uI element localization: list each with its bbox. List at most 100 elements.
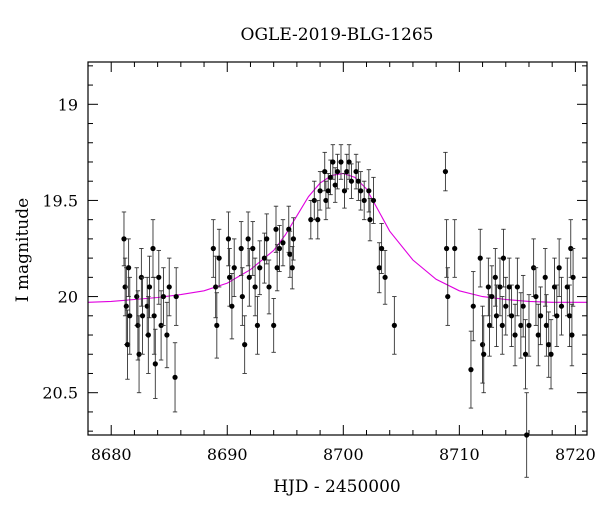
data-point-marker bbox=[348, 178, 355, 184]
data-point bbox=[355, 161, 361, 201]
data-point-marker bbox=[287, 251, 293, 257]
data-point bbox=[500, 228, 507, 288]
data-point bbox=[361, 180, 367, 221]
data-point-marker bbox=[548, 351, 554, 357]
data-point-marker bbox=[522, 351, 529, 357]
data-point bbox=[558, 276, 565, 336]
data-point-marker bbox=[551, 284, 558, 290]
data-point bbox=[353, 153, 359, 190]
data-point bbox=[164, 301, 170, 369]
data-point-marker bbox=[508, 313, 515, 319]
data-point bbox=[348, 163, 355, 199]
data-point-marker bbox=[289, 265, 295, 271]
data-point bbox=[570, 248, 576, 307]
data-point-marker bbox=[214, 322, 220, 329]
data-point-marker bbox=[276, 245, 283, 252]
data-point bbox=[382, 249, 388, 305]
data-point bbox=[485, 257, 491, 317]
data-point bbox=[566, 284, 573, 348]
data-point-marker bbox=[378, 245, 385, 252]
data-point-marker bbox=[470, 303, 476, 309]
data-point-marker bbox=[497, 284, 503, 290]
data-point-marker bbox=[225, 236, 232, 242]
model-layer bbox=[87, 172, 587, 303]
data-point-marker bbox=[252, 284, 258, 290]
y-tick-label: 20.5 bbox=[42, 384, 78, 403]
data-point bbox=[341, 173, 348, 209]
data-point bbox=[489, 265, 495, 328]
data-point-marker bbox=[250, 245, 256, 252]
data-point bbox=[548, 319, 554, 390]
data-point bbox=[442, 151, 449, 192]
data-point bbox=[370, 176, 377, 224]
data-point-marker bbox=[210, 245, 216, 252]
data-point bbox=[261, 232, 267, 284]
data-point-marker bbox=[535, 332, 541, 338]
data-point bbox=[338, 144, 344, 180]
data-point-marker bbox=[322, 168, 328, 175]
data-point bbox=[514, 257, 520, 317]
data-point-marker bbox=[264, 236, 270, 242]
data-point-marker bbox=[376, 265, 382, 271]
data-point bbox=[493, 284, 500, 348]
data-point bbox=[443, 219, 450, 278]
y-tick-label: 20 bbox=[58, 288, 78, 307]
data-point-marker bbox=[344, 168, 350, 175]
data-point bbox=[358, 171, 364, 211]
data-point-marker bbox=[346, 159, 352, 165]
data-point bbox=[503, 276, 509, 336]
y-axis-label: I magnitude bbox=[13, 198, 33, 302]
data-point bbox=[173, 267, 179, 326]
data-point bbox=[546, 311, 552, 378]
data-point-marker bbox=[506, 284, 512, 290]
data-point-marker bbox=[271, 322, 277, 329]
data-point-marker bbox=[355, 178, 361, 184]
y-tick-label: 19 bbox=[58, 95, 78, 114]
data-point bbox=[325, 173, 331, 209]
data-point bbox=[124, 309, 131, 380]
data-point-marker bbox=[503, 303, 509, 309]
data-point-marker bbox=[353, 168, 359, 175]
data-point bbox=[391, 296, 397, 355]
data-point bbox=[239, 267, 245, 326]
model-curve bbox=[87, 172, 587, 303]
data-point bbox=[366, 169, 372, 213]
data-point bbox=[334, 153, 341, 190]
data-point-marker bbox=[556, 265, 562, 271]
data-point-marker bbox=[485, 284, 491, 290]
data-point-marker bbox=[317, 188, 323, 194]
data-point-marker bbox=[546, 342, 552, 348]
data-point bbox=[250, 221, 256, 276]
data-point bbox=[470, 271, 476, 342]
data-point-marker bbox=[341, 188, 348, 194]
data-point bbox=[452, 219, 458, 278]
data-point bbox=[158, 290, 164, 361]
data-point bbox=[210, 219, 216, 278]
data-point-marker bbox=[266, 284, 272, 290]
data-point-marker bbox=[479, 342, 486, 348]
data-point-marker bbox=[512, 332, 518, 338]
data-point-marker bbox=[231, 265, 237, 271]
data-point-marker bbox=[315, 217, 321, 223]
x-axis-label: HJD - 2450000 bbox=[273, 477, 401, 497]
data-point bbox=[280, 219, 286, 267]
data-point bbox=[151, 276, 157, 355]
data-point-marker bbox=[493, 313, 500, 319]
data-points-layer bbox=[121, 144, 576, 478]
data-point bbox=[533, 267, 539, 326]
data-point bbox=[564, 257, 570, 317]
data-point-marker bbox=[127, 313, 133, 319]
data-point bbox=[346, 144, 352, 180]
data-point-marker bbox=[330, 159, 336, 165]
data-point-marker bbox=[543, 322, 549, 329]
data-point bbox=[121, 211, 127, 267]
data-point bbox=[477, 228, 483, 288]
x-tick-label: 8700 bbox=[323, 445, 364, 464]
data-point-marker bbox=[452, 245, 458, 252]
data-point bbox=[542, 248, 548, 307]
data-point bbox=[214, 292, 220, 359]
data-point bbox=[123, 267, 129, 346]
plot-frame bbox=[87, 61, 588, 436]
data-point bbox=[317, 171, 323, 211]
data-point bbox=[486, 294, 493, 357]
